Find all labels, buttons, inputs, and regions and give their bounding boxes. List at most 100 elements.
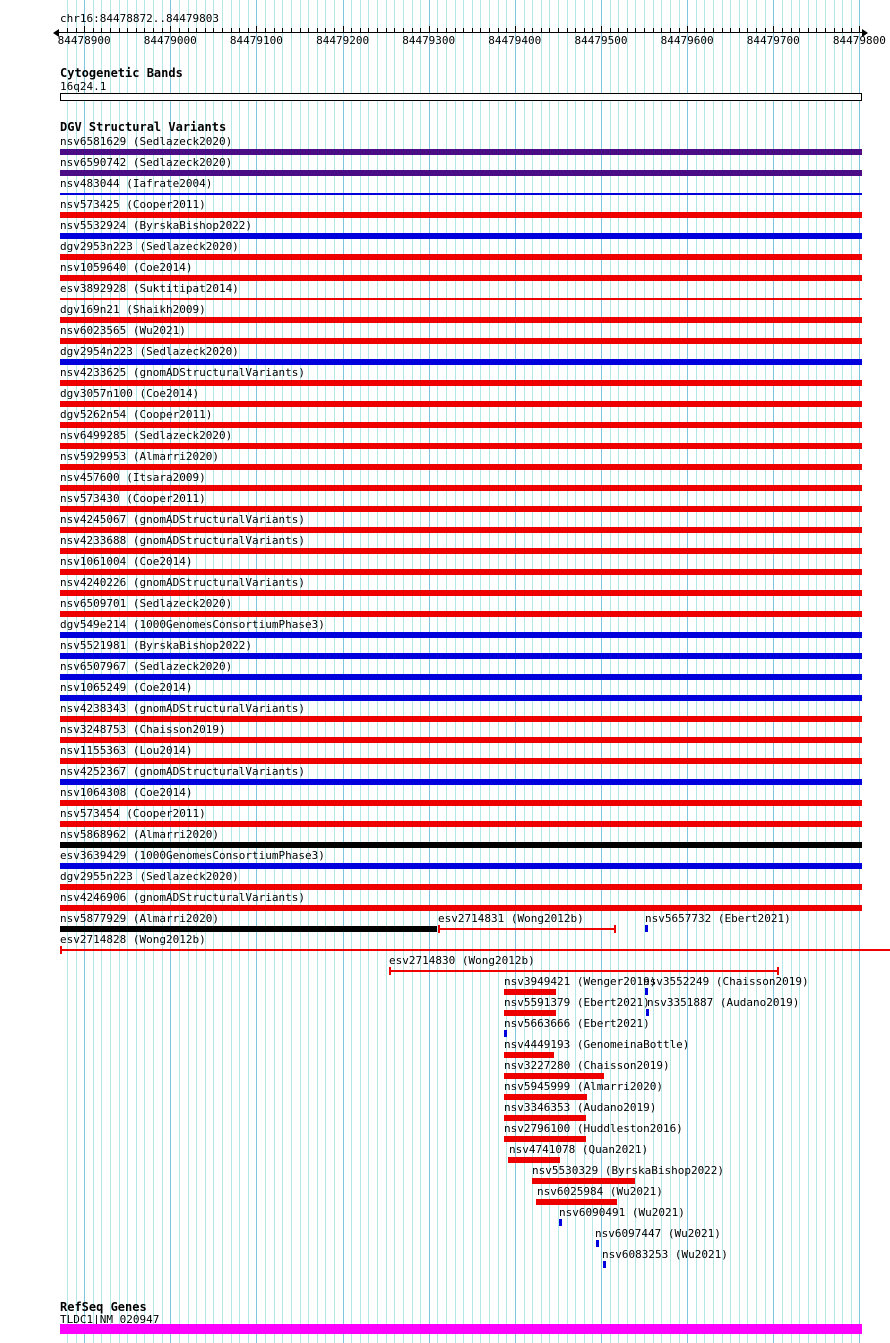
variant-label[interactable]: nsv5868962 (Almarri2020): [60, 828, 219, 841]
variant-range[interactable]: [389, 967, 779, 975]
variant-bar[interactable]: [504, 1052, 554, 1058]
refseq-gene-bar[interactable]: [60, 1324, 862, 1334]
variant-label[interactable]: nsv4741078 (Quan2021): [509, 1143, 649, 1156]
variant-bar[interactable]: [504, 989, 556, 995]
variant-bar[interactable]: [60, 527, 862, 533]
variant-label[interactable]: nsv4233688 (gnomADStructuralVariants): [60, 534, 306, 547]
variant-bar[interactable]: [60, 548, 862, 554]
variant-label[interactable]: nsv457600 (Itsara2009): [60, 471, 206, 484]
variant-bar[interactable]: [60, 359, 862, 365]
variant-bar[interactable]: [60, 863, 862, 869]
variant-bar[interactable]: [60, 233, 862, 239]
variant-label[interactable]: dgv5262n54 (Cooper2011): [60, 408, 213, 421]
variant-label[interactable]: nsv5877929 (Almarri2020): [60, 912, 219, 925]
variant-label[interactable]: dgv549e214 (1000GenomesConsortiumPhase3): [60, 618, 325, 631]
variant-label[interactable]: nsv3552249 (Chaisson2019): [643, 975, 809, 988]
variant-tick[interactable]: [603, 1261, 606, 1268]
variant-bar[interactable]: [60, 800, 862, 806]
variant-label[interactable]: nsv5532924 (ByrskaBishop2022): [60, 219, 253, 232]
variant-label[interactable]: nsv4252367 (gnomADStructuralVariants): [60, 765, 306, 778]
variant-label[interactable]: nsv5945999 (Almarri2020): [504, 1080, 663, 1093]
variant-bar[interactable]: [60, 695, 862, 701]
cytogenetic-band-bar[interactable]: [60, 93, 862, 101]
variant-label[interactable]: nsv5663666 (Ebert2021): [504, 1017, 650, 1030]
variant-bar[interactable]: [60, 905, 862, 911]
variant-label[interactable]: nsv6097447 (Wu2021): [595, 1227, 721, 1240]
variant-label[interactable]: esv2714828 (Wong2012b): [60, 933, 206, 946]
variant-label[interactable]: nsv4246906 (gnomADStructuralVariants): [60, 891, 306, 904]
variant-bar[interactable]: [60, 443, 862, 449]
variant-label[interactable]: esv3892928 (Suktitipat2014): [60, 282, 239, 295]
variant-label[interactable]: nsv4245067 (gnomADStructuralVariants): [60, 513, 306, 526]
variant-label[interactable]: nsv1155363 (Lou2014): [60, 744, 193, 757]
variant-bar[interactable]: [60, 590, 862, 596]
variant-label[interactable]: nsv573454 (Cooper2011): [60, 807, 206, 820]
variant-bar[interactable]: [60, 380, 862, 386]
variant-label[interactable]: nsv3949421 (Wenger2019): [504, 975, 657, 988]
variant-bar[interactable]: [60, 275, 862, 281]
variant-bar[interactable]: [508, 1157, 560, 1163]
variant-label[interactable]: nsv1061004 (Coe2014): [60, 555, 193, 568]
variant-bar[interactable]: [60, 653, 862, 659]
variant-bar[interactable]: [504, 1115, 586, 1121]
variant-bar[interactable]: [60, 317, 862, 323]
variant-label[interactable]: nsv3351887 (Audano2019): [647, 996, 800, 1009]
variant-bar[interactable]: [60, 926, 437, 932]
variant-bar[interactable]: [536, 1199, 617, 1205]
variant-label[interactable]: nsv1065249 (Coe2014): [60, 681, 193, 694]
variant-label[interactable]: nsv1064308 (Coe2014): [60, 786, 193, 799]
variant-label[interactable]: nsv4449193 (GenomeinaBottle): [504, 1038, 690, 1051]
variant-bar[interactable]: [60, 821, 862, 827]
variant-bar[interactable]: [60, 674, 862, 680]
variant-tick[interactable]: [559, 1219, 562, 1226]
variant-label[interactable]: esv3639429 (1000GenomesConsortiumPhase3): [60, 849, 325, 862]
variant-label[interactable]: nsv483044 (Iafrate2004): [60, 177, 213, 190]
variant-tick[interactable]: [646, 1009, 649, 1016]
variant-label[interactable]: nsv6083253 (Wu2021): [602, 1248, 728, 1261]
variant-label[interactable]: nsv5591379 (Ebert2021): [504, 996, 650, 1009]
variant-label[interactable]: dgv2954n223 (Sedlazeck2020): [60, 345, 239, 358]
variant-line[interactable]: [60, 298, 862, 300]
variant-tick[interactable]: [596, 1240, 599, 1247]
variant-label[interactable]: nsv4233625 (gnomADStructuralVariants): [60, 366, 306, 379]
variant-range[interactable]: [438, 925, 616, 933]
variant-label[interactable]: nsv3248753 (Chaisson2019): [60, 723, 226, 736]
variant-tick[interactable]: [645, 988, 648, 995]
variant-label[interactable]: nsv573425 (Cooper2011): [60, 198, 206, 211]
variant-bar[interactable]: [60, 254, 862, 260]
variant-label[interactable]: dgv3057n100 (Coe2014): [60, 387, 200, 400]
variant-range[interactable]: [60, 946, 890, 954]
variant-label[interactable]: nsv6581629 (Sedlazeck2020): [60, 135, 233, 148]
variant-label[interactable]: dgv2955n223 (Sedlazeck2020): [60, 870, 239, 883]
variant-label[interactable]: nsv573430 (Cooper2011): [60, 492, 206, 505]
variant-bar[interactable]: [60, 170, 862, 176]
variant-label[interactable]: nsv6499285 (Sedlazeck2020): [60, 429, 233, 442]
variant-bar[interactable]: [60, 212, 862, 218]
variant-label[interactable]: nsv4240226 (gnomADStructuralVariants): [60, 576, 306, 589]
refseq-gene-label[interactable]: TLDC1|NM_020947: [60, 1313, 160, 1326]
variant-bar[interactable]: [60, 401, 862, 407]
variant-bar[interactable]: [60, 569, 862, 575]
variant-bar[interactable]: [504, 1073, 604, 1079]
variant-bar[interactable]: [60, 611, 862, 617]
variant-bar[interactable]: [60, 506, 862, 512]
variant-label[interactable]: nsv5657732 (Ebert2021): [645, 912, 791, 925]
variant-tick[interactable]: [504, 1030, 507, 1037]
variant-label[interactable]: nsv2796100 (Huddleston2016): [504, 1122, 683, 1135]
variant-label[interactable]: nsv6590742 (Sedlazeck2020): [60, 156, 233, 169]
variant-label[interactable]: esv2714830 (Wong2012b): [389, 954, 535, 967]
variant-label[interactable]: nsv5929953 (Almarri2020): [60, 450, 219, 463]
variant-bar[interactable]: [60, 149, 862, 155]
variant-label[interactable]: nsv6507967 (Sedlazeck2020): [60, 660, 233, 673]
variant-bar[interactable]: [504, 1010, 556, 1016]
variant-bar[interactable]: [60, 716, 862, 722]
variant-line[interactable]: [60, 193, 862, 195]
variant-label[interactable]: nsv3346353 (Audano2019): [504, 1101, 657, 1114]
variant-tick[interactable]: [645, 925, 648, 932]
variant-label[interactable]: nsv6023565 (Wu2021): [60, 324, 186, 337]
variant-bar[interactable]: [504, 1094, 587, 1100]
variant-label[interactable]: nsv5521981 (ByrskaBishop2022): [60, 639, 253, 652]
variant-bar[interactable]: [60, 338, 862, 344]
variant-label[interactable]: nsv6509701 (Sedlazeck2020): [60, 597, 233, 610]
variant-label[interactable]: nsv6025984 (Wu2021): [537, 1185, 663, 1198]
